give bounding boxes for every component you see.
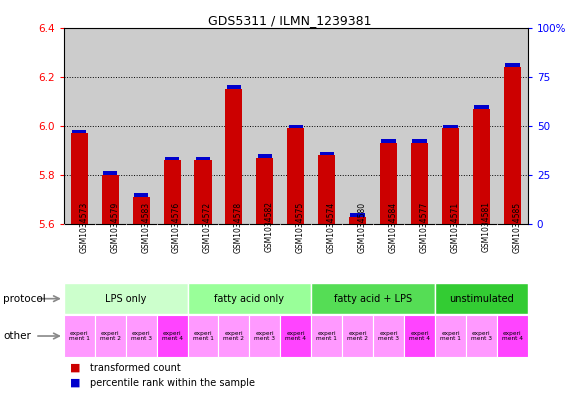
- Bar: [318, 155, 335, 224]
- Bar: [435, 315, 466, 357]
- Bar: [412, 140, 427, 143]
- Text: experi
ment 2: experi ment 2: [223, 331, 244, 342]
- Bar: [95, 315, 126, 357]
- Bar: [134, 193, 148, 197]
- Bar: [194, 160, 212, 224]
- Text: experi
ment 1: experi ment 1: [440, 331, 461, 342]
- Bar: [287, 128, 305, 224]
- Bar: [382, 140, 396, 143]
- Text: experi
ment 1: experi ment 1: [316, 331, 337, 342]
- Text: GSM1034584: GSM1034584: [389, 201, 398, 253]
- Bar: [227, 85, 241, 89]
- Text: experi
ment 3: experi ment 3: [471, 331, 492, 342]
- Bar: [466, 315, 497, 357]
- Bar: [249, 315, 280, 357]
- Text: GSM1034583: GSM1034583: [141, 201, 150, 253]
- Bar: [64, 283, 187, 314]
- Bar: [473, 108, 490, 224]
- Text: experi
ment 1: experi ment 1: [69, 331, 90, 342]
- Text: experi
ment 1: experi ment 1: [193, 331, 213, 342]
- Text: ■: ■: [70, 362, 80, 373]
- Bar: [350, 213, 365, 217]
- Text: GSM1034581: GSM1034581: [481, 202, 491, 252]
- Text: GDS5311 / ILMN_1239381: GDS5311 / ILMN_1239381: [208, 14, 372, 27]
- Bar: [280, 315, 311, 357]
- Bar: [320, 152, 334, 155]
- Text: LPS only: LPS only: [105, 294, 146, 304]
- Text: experi
ment 2: experi ment 2: [347, 331, 368, 342]
- Bar: [373, 315, 404, 357]
- Text: protocol: protocol: [3, 294, 46, 304]
- Bar: [64, 315, 95, 357]
- Bar: [102, 175, 119, 224]
- Text: experi
ment 4: experi ment 4: [285, 331, 306, 342]
- Bar: [126, 315, 157, 357]
- Bar: [226, 89, 242, 224]
- Bar: [311, 315, 342, 357]
- Text: GSM1034585: GSM1034585: [512, 201, 521, 253]
- Text: GSM1034576: GSM1034576: [172, 201, 181, 253]
- Bar: [435, 283, 528, 314]
- Bar: [442, 128, 459, 224]
- Bar: [71, 133, 88, 224]
- Text: transformed count: transformed count: [90, 362, 180, 373]
- Text: fatty acid + LPS: fatty acid + LPS: [334, 294, 412, 304]
- Bar: [165, 156, 179, 160]
- Bar: [380, 143, 397, 224]
- Text: GSM1034579: GSM1034579: [110, 201, 119, 253]
- Text: experi
ment 3: experi ment 3: [130, 331, 151, 342]
- Bar: [219, 315, 249, 357]
- Text: experi
ment 4: experi ment 4: [502, 331, 523, 342]
- Text: unstimulated: unstimulated: [449, 294, 514, 304]
- Text: GSM1034571: GSM1034571: [451, 201, 459, 253]
- Text: percentile rank within the sample: percentile rank within the sample: [90, 378, 255, 388]
- Bar: [505, 63, 520, 67]
- Text: GSM1034575: GSM1034575: [296, 201, 305, 253]
- Bar: [404, 315, 435, 357]
- Bar: [342, 315, 373, 357]
- Text: GSM1034573: GSM1034573: [79, 201, 88, 253]
- Text: experi
ment 4: experi ment 4: [409, 331, 430, 342]
- Bar: [258, 154, 272, 158]
- Bar: [443, 125, 458, 128]
- Text: GSM1034572: GSM1034572: [203, 201, 212, 253]
- Bar: [411, 143, 428, 224]
- Bar: [504, 67, 521, 224]
- Text: experi
ment 2: experi ment 2: [100, 331, 121, 342]
- Text: fatty acid only: fatty acid only: [215, 294, 284, 304]
- Text: GSM1034578: GSM1034578: [234, 201, 243, 253]
- Bar: [289, 125, 303, 128]
- Text: experi
ment 3: experi ment 3: [255, 331, 276, 342]
- Text: ■: ■: [70, 378, 80, 388]
- Bar: [187, 315, 219, 357]
- Text: GSM1034574: GSM1034574: [327, 201, 336, 253]
- Bar: [256, 158, 273, 224]
- Bar: [72, 130, 86, 133]
- Bar: [196, 156, 210, 160]
- Text: GSM1034577: GSM1034577: [419, 201, 429, 253]
- Text: other: other: [3, 331, 31, 341]
- Text: GSM1034580: GSM1034580: [358, 201, 367, 253]
- Bar: [164, 160, 180, 224]
- Bar: [349, 217, 366, 224]
- Bar: [187, 283, 311, 314]
- Bar: [474, 105, 488, 108]
- Text: GSM1034582: GSM1034582: [265, 202, 274, 252]
- Bar: [157, 315, 187, 357]
- Bar: [133, 197, 150, 224]
- Bar: [497, 315, 528, 357]
- Bar: [103, 171, 117, 175]
- Bar: [311, 283, 435, 314]
- Text: experi
ment 3: experi ment 3: [378, 331, 399, 342]
- Text: experi
ment 4: experi ment 4: [162, 331, 183, 342]
